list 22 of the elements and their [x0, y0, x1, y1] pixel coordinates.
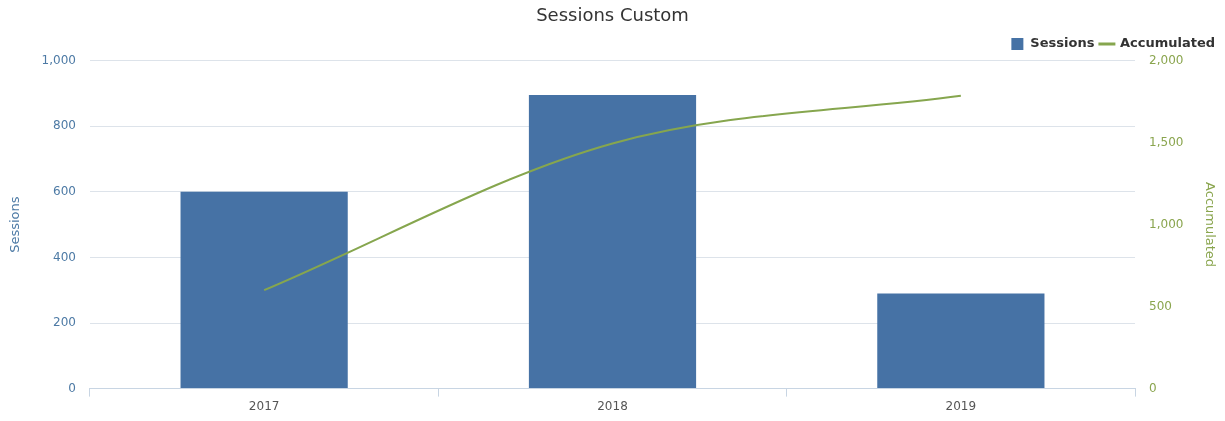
- y2-tick-label: 1,000: [1149, 216, 1184, 231]
- legend-label: Sessions: [1030, 35, 1095, 51]
- bar: [180, 191, 348, 389]
- y-tick-label: 0: [68, 380, 76, 395]
- bar: [528, 95, 697, 389]
- x-tick-label: 2019: [945, 398, 977, 413]
- y-tick-label: 400: [53, 249, 76, 264]
- legend-label: Accumulated: [1119, 35, 1216, 51]
- y-tick-label: 800: [53, 118, 76, 133]
- y2-tick-label: 0: [1149, 380, 1157, 395]
- y2-tick-label: 1,500: [1149, 134, 1184, 149]
- x-tick-label: 2018: [597, 398, 628, 413]
- y-axis-title: Sessions: [7, 196, 23, 253]
- y-tick-label: 200: [53, 315, 76, 330]
- y2-tick-label: 2,000: [1149, 52, 1184, 67]
- y-tick-label: 1,000: [41, 52, 76, 67]
- chart-title: Sessions Custom: [536, 4, 689, 26]
- y2-tick-label: 500: [1149, 298, 1172, 313]
- y-tick-label: 600: [53, 183, 76, 198]
- y2-axis-title: Accumulated: [1202, 182, 1218, 268]
- bar: [877, 293, 1045, 389]
- x-tick-label: 2017: [248, 398, 280, 413]
